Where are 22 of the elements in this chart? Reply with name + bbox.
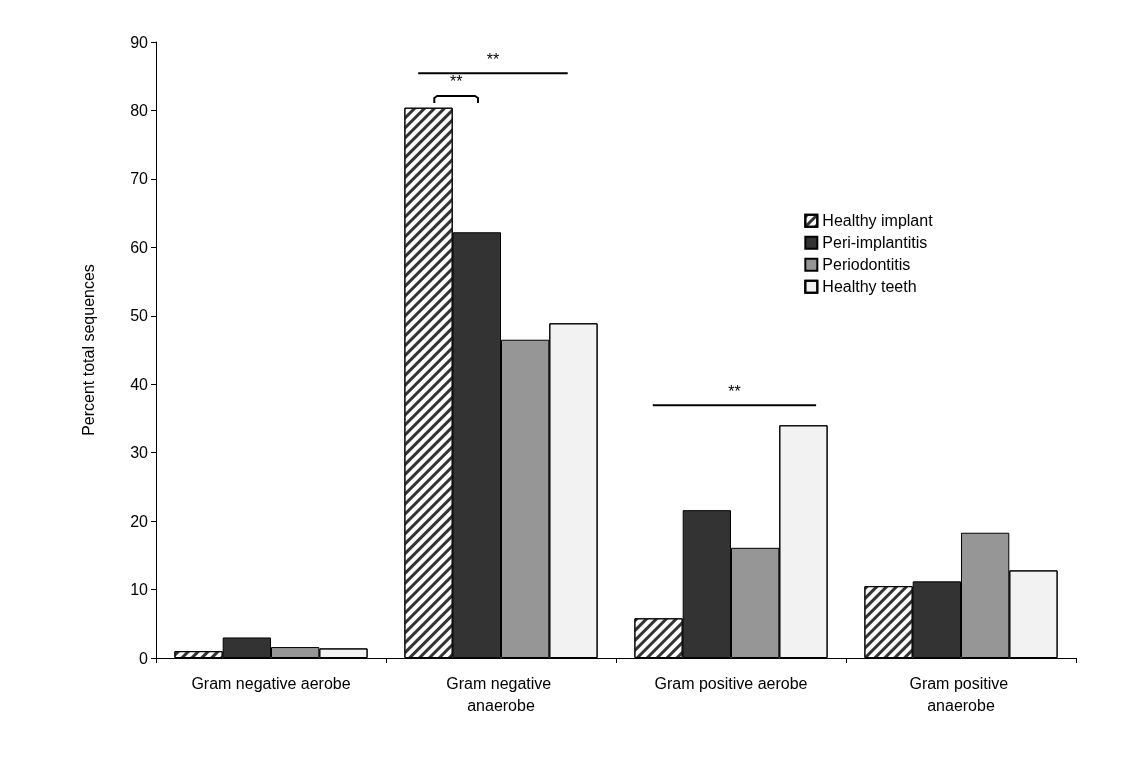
legend-label: Healthy implant [822, 212, 934, 230]
x-tick-label: Gram negative anaerobe [446, 674, 556, 714]
y-tick-label: 60 [130, 238, 149, 256]
annotation: ** [728, 382, 741, 400]
x-tick-label: Gram negative aerobe [191, 674, 351, 692]
y-axis-title: Percent total sequences [79, 264, 97, 436]
legend-label: Healthy teeth [822, 278, 917, 296]
legend-label: Periodontitis [822, 256, 911, 274]
y-tick-label: 30 [130, 444, 149, 462]
legend-label: Peri-implantitis [822, 234, 928, 252]
y-tick-label: 20 [130, 512, 149, 530]
annotation: ** [449, 73, 463, 91]
y-tick-label: 40 [130, 375, 149, 393]
x-tick-label: Gram positive anaerobe [909, 674, 1013, 714]
annotation: ** [486, 50, 500, 68]
y-tick-label: 50 [130, 307, 149, 325]
y-tick-label: 0 [139, 649, 149, 667]
x-tick-label: Gram positive aerobe [654, 674, 808, 692]
y-tick-label: 70 [130, 170, 149, 188]
y-tick-label: 90 [130, 33, 149, 51]
y-tick-label: 10 [130, 581, 149, 599]
y-tick-label: 80 [130, 101, 149, 119]
